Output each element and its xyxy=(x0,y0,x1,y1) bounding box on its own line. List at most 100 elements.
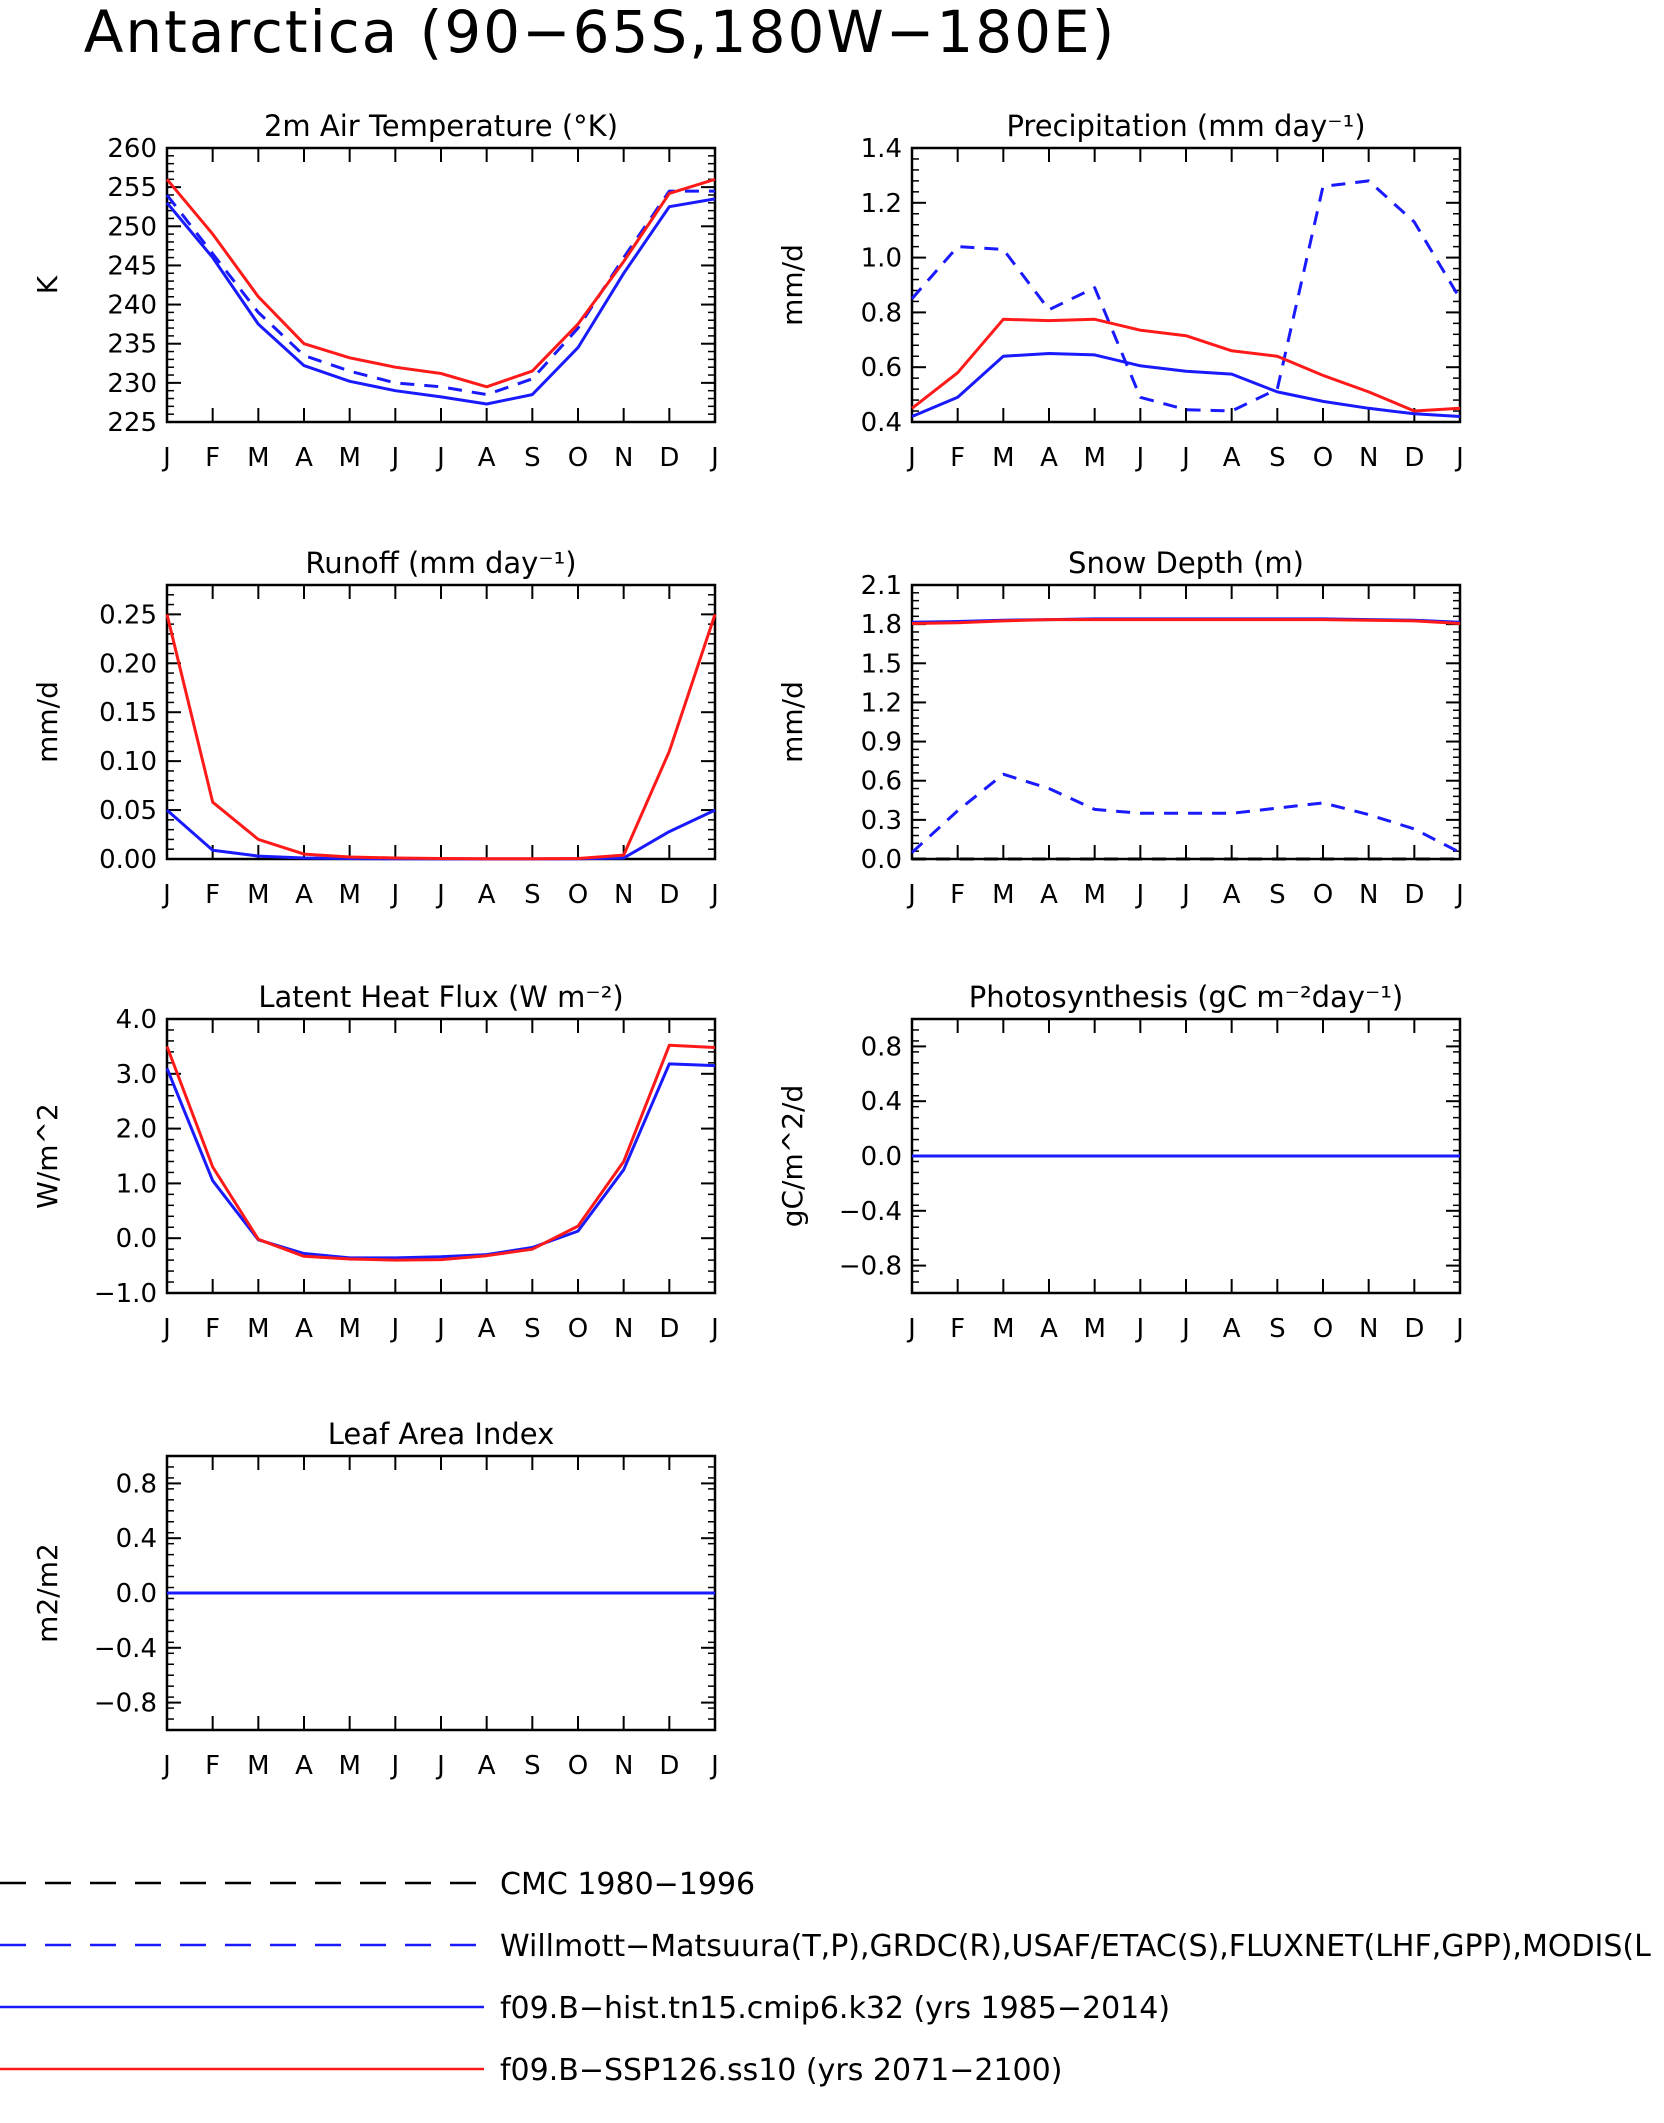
chart-panels: 2m Air Temperature (°K) 225 230 235 240 245 25… xyxy=(31,109,1464,1781)
y-tick-label: 0.8 xyxy=(861,1032,902,1062)
x-tick-label: S xyxy=(1269,443,1286,473)
x-tick-label: N xyxy=(614,443,633,473)
y-tick-label: 0.4 xyxy=(116,1524,157,1554)
x-tick-label: J xyxy=(389,443,399,473)
x-tick-label: N xyxy=(614,880,633,910)
x-tick-label: F xyxy=(205,443,220,473)
series-line-hist xyxy=(911,352,1461,418)
y-tick-label: 0.0 xyxy=(861,1142,902,1172)
x-tick-label: S xyxy=(1269,1314,1286,1344)
y-tick-label: 0.4 xyxy=(861,1087,902,1117)
x-tick-label: M xyxy=(247,880,269,910)
x-tick-label: J xyxy=(161,880,171,910)
legend-label: CMC 1980−1996 xyxy=(500,1867,755,1902)
plot-frame xyxy=(165,1017,717,1295)
chart-panel: Snow Depth (m) 0.0 0.3 0.6 0.9 1.2 1.5 1.8 2.1 J F… xyxy=(776,546,1464,910)
x-tick-label: J xyxy=(435,443,445,473)
y-axis-label: gC/m^2/d xyxy=(776,1085,809,1228)
y-tick-label: 0.10 xyxy=(99,747,157,777)
y-tick-label: 2.0 xyxy=(116,1115,157,1145)
y-tick-label: 0.6 xyxy=(861,767,902,797)
x-tick-label: A xyxy=(1223,443,1241,473)
y-tick-label: 240 xyxy=(107,291,157,321)
series-line-hist xyxy=(165,197,716,406)
legend-entry: f09.B−hist.tn15.cmip6.k32 (yrs 1985−2014… xyxy=(0,1991,1170,2026)
x-tick-label: O xyxy=(568,1314,588,1344)
plot-frame xyxy=(165,583,717,861)
y-axis-label: mm/d xyxy=(776,681,809,763)
y-tick-label: 1.2 xyxy=(861,688,902,718)
series-line-ssp xyxy=(911,618,1461,625)
x-tick-label: F xyxy=(950,1314,965,1344)
x-tick-label: S xyxy=(1269,880,1286,910)
x-tick-label: A xyxy=(478,1314,496,1344)
x-tick-label: A xyxy=(1040,443,1058,473)
x-tick-label: S xyxy=(524,443,541,473)
y-tick-label: 1.8 xyxy=(861,610,902,640)
x-tick-label: J xyxy=(161,443,171,473)
legend-entry: CMC 1980−1996 xyxy=(0,1867,755,1902)
y-tick-label: 255 xyxy=(107,173,157,203)
x-tick-label: N xyxy=(1359,880,1378,910)
x-tick-label: M xyxy=(338,1751,360,1781)
x-tick-label: F xyxy=(950,880,965,910)
x-tick-label: M xyxy=(1083,1314,1105,1344)
y-tick-label: 4.0 xyxy=(116,1005,157,1035)
y-tick-label: −1.0 xyxy=(94,1279,157,1309)
panel-title: Leaf Area Index xyxy=(328,1417,554,1451)
x-tick-label: J xyxy=(435,1751,445,1781)
y-tick-label: 0.8 xyxy=(861,298,902,328)
x-tick-label: A xyxy=(295,1751,313,1781)
x-tick-label: M xyxy=(247,443,269,473)
series-line-ssp xyxy=(165,613,717,861)
x-tick-label: M xyxy=(338,443,360,473)
legend-label: Willmott−Matsuura(T,P),GRDC(R),USAF/ETAC… xyxy=(500,1929,1651,1964)
x-tick-label: J xyxy=(1180,443,1190,473)
x-tick-label: J xyxy=(906,443,916,473)
y-tick-label: 250 xyxy=(107,212,157,242)
legend-entry: Willmott−Matsuura(T,P),GRDC(R),USAF/ETAC… xyxy=(0,1929,1651,1964)
x-tick-label: M xyxy=(992,1314,1014,1344)
y-tick-label: 0.8 xyxy=(116,1469,157,1499)
y-tick-label: 0.05 xyxy=(99,796,157,826)
x-tick-label: A xyxy=(478,443,496,473)
y-tick-label: 0.3 xyxy=(861,806,902,836)
chart-panel: 2m Air Temperature (°K) 225 230 235 240 245 25… xyxy=(31,109,719,473)
y-tick-label: 235 xyxy=(107,330,157,360)
x-tick-label: M xyxy=(1083,443,1105,473)
y-tick-label: 0.0 xyxy=(116,1224,157,1254)
x-tick-label: O xyxy=(568,880,588,910)
x-tick-label: J xyxy=(1454,880,1464,910)
legend-label: f09.B−SSP126.ss10 (yrs 2071−2100) xyxy=(500,2053,1062,2088)
x-tick-label: N xyxy=(1359,1314,1378,1344)
x-tick-label: A xyxy=(478,1751,496,1781)
x-tick-label: O xyxy=(1313,1314,1333,1344)
x-tick-label: J xyxy=(389,1314,399,1344)
x-tick-label: A xyxy=(295,880,313,910)
x-tick-label: D xyxy=(1404,443,1424,473)
x-tick-label: M xyxy=(247,1314,269,1344)
x-tick-label: D xyxy=(659,443,679,473)
x-tick-label: J xyxy=(161,1314,171,1344)
series-line-ssp xyxy=(911,317,1461,413)
x-tick-label: S xyxy=(524,880,541,910)
y-axis-label: mm/d xyxy=(31,681,64,763)
y-tick-label: −0.4 xyxy=(839,1197,902,1227)
x-tick-label: D xyxy=(659,1314,679,1344)
series-line-obs xyxy=(165,189,715,397)
y-axis-label: W/m^2 xyxy=(31,1103,64,1209)
x-tick-label: F xyxy=(205,880,220,910)
x-tick-label: F xyxy=(950,443,965,473)
x-tick-label: J xyxy=(1180,1314,1190,1344)
x-tick-label: M xyxy=(1083,880,1105,910)
x-tick-label: J xyxy=(709,1314,719,1344)
x-tick-label: J xyxy=(1180,880,1190,910)
x-tick-label: J xyxy=(709,1751,719,1781)
x-tick-label: M xyxy=(992,443,1014,473)
y-tick-label: 0.9 xyxy=(861,728,902,758)
x-tick-label: J xyxy=(389,880,399,910)
y-tick-label: 0.0 xyxy=(116,1579,157,1609)
panel-title: Latent Heat Flux (W m⁻²) xyxy=(258,980,623,1014)
y-tick-label: 225 xyxy=(107,408,157,438)
panel-title: 2m Air Temperature (°K) xyxy=(264,109,618,143)
